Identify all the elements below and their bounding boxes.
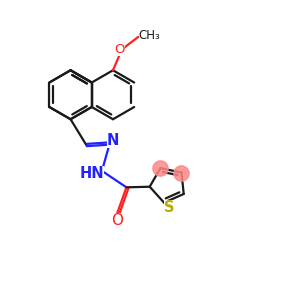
Text: CH₃: CH₃ [139, 29, 160, 42]
Text: O: O [115, 43, 125, 56]
Text: HN: HN [80, 167, 104, 182]
Text: O: O [111, 213, 123, 228]
Text: S: S [164, 200, 175, 215]
Text: N: N [107, 133, 119, 148]
